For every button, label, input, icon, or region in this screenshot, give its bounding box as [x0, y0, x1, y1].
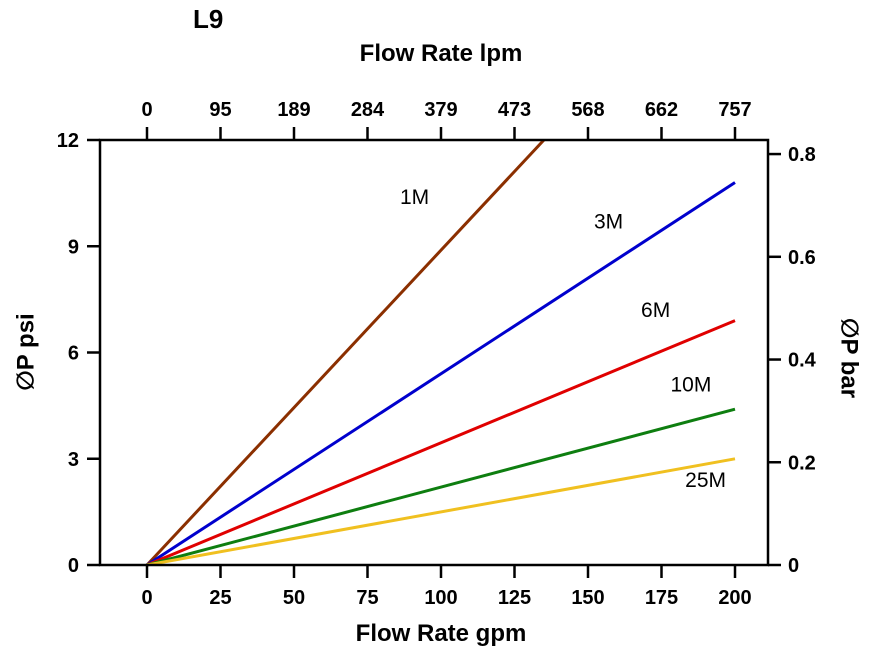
top-tick-label: 189 [277, 99, 310, 121]
bottom-tick-label: 175 [645, 587, 678, 609]
top-axis-label: Flow Rate lpm [359, 40, 523, 67]
top-tick-label: 95 [209, 99, 231, 121]
left-tick-label: 12 [57, 130, 79, 152]
left-tick-label: 6 [68, 343, 79, 365]
series-line-25M [146, 457, 736, 567]
right-tick-label: 0 [788, 555, 799, 577]
plot-frame [98, 138, 770, 567]
bottom-tick-label: 75 [356, 587, 378, 609]
chart-title: L9 [193, 4, 224, 34]
top-tick-label: 379 [424, 99, 457, 121]
right-tick-label: 0.6 [788, 247, 816, 269]
bottom-tick-label: 50 [283, 587, 305, 609]
bottom-tick-label: 150 [571, 587, 604, 609]
series-line-10M [146, 407, 736, 567]
bottom-tick-label: 100 [424, 587, 457, 609]
right-tick-label: 0.8 [788, 144, 816, 166]
top-tick-label: 0 [141, 99, 152, 121]
top-tick-label: 568 [571, 99, 604, 121]
right-axis-label: ∅P bar [835, 317, 863, 399]
series-label-25M: 25M [685, 469, 726, 492]
top-tick-label: 662 [645, 99, 678, 121]
top-tick-label: 284 [351, 99, 385, 121]
top-tick-label: 757 [718, 99, 751, 121]
right-tick-label: 0.4 [788, 350, 817, 372]
series-line-6M [146, 319, 736, 567]
bottom-tick-label: 0 [141, 587, 152, 609]
left-axis-label: ∅P psi [12, 313, 40, 391]
bottom-tick-label: 25 [209, 587, 231, 609]
left-tick-label: 0 [68, 555, 79, 577]
top-tick-label: 473 [498, 99, 531, 121]
right-tick-label: 0.2 [788, 452, 816, 474]
bottom-tick-label: 200 [718, 587, 751, 609]
series-line-1M [145, 138, 545, 567]
left-tick-label: 3 [68, 449, 79, 471]
series-line-3M [146, 181, 736, 567]
left-tick-label: 9 [68, 236, 79, 258]
bottom-tick-label: 125 [498, 587, 531, 609]
series-label-6M: 6M [641, 299, 670, 322]
bottom-axis-label: Flow Rate gpm [355, 620, 527, 647]
series-label-10M: 10M [670, 373, 711, 396]
series-label-1M: 1M [400, 186, 429, 209]
series-label-3M: 3M [594, 211, 623, 234]
